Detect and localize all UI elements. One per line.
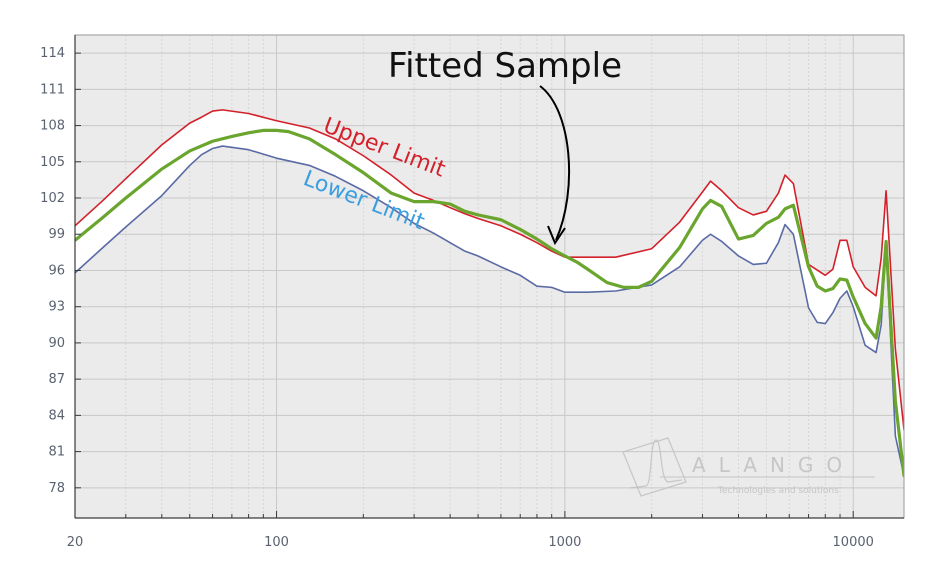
grid	[74, 35, 904, 518]
tolerance-band	[75, 109, 904, 476]
tick-labels: 78 81 84 87 90 93 96 99 102 105 108 111 114 20 100 1000…	[40, 46, 874, 550]
x-tick-label: 1000	[548, 535, 581, 550]
series-lines	[75, 109, 904, 478]
y-tick-label: 99	[48, 227, 65, 242]
y-tick-label: 90	[48, 336, 65, 351]
annotation-arrowhead	[547, 225, 566, 246]
x-tick-label: 20	[67, 535, 84, 550]
plot-background	[75, 35, 904, 518]
y-tick-label: 114	[40, 46, 65, 61]
y-tick-label: 78	[48, 481, 65, 496]
watermark-tagline: Technologies and solutions	[717, 486, 839, 496]
y-tick-label: 105	[40, 155, 65, 170]
axes	[74, 34, 905, 519]
annotation-arrow	[539, 85, 571, 241]
fitted-sample-annotation: Fitted Sample	[388, 46, 622, 86]
y-tick-label: 102	[40, 191, 65, 206]
y-tick-label: 87	[48, 372, 65, 387]
y-tick-label: 111	[40, 82, 65, 97]
y-tick-label: 84	[48, 408, 65, 423]
series-line-upper-limit	[75, 109, 904, 431]
tolerance-band-fill	[75, 109, 904, 476]
alango-watermark: ALANGO Technologies and solutions	[622, 437, 875, 497]
series-line-fitted-sample	[75, 128, 904, 478]
x-tick-label: 10000	[833, 535, 874, 550]
watermark-wordmark: ALANGO	[692, 453, 855, 477]
x-tick-label: 100	[264, 535, 289, 550]
series-line-lower-limit	[75, 145, 904, 477]
alango-logo-icon	[622, 437, 687, 497]
y-tick-label: 108	[40, 119, 65, 134]
y-tick-label: 93	[48, 300, 65, 315]
y-tick-label: 81	[48, 445, 65, 460]
y-tick-label: 96	[48, 263, 65, 278]
